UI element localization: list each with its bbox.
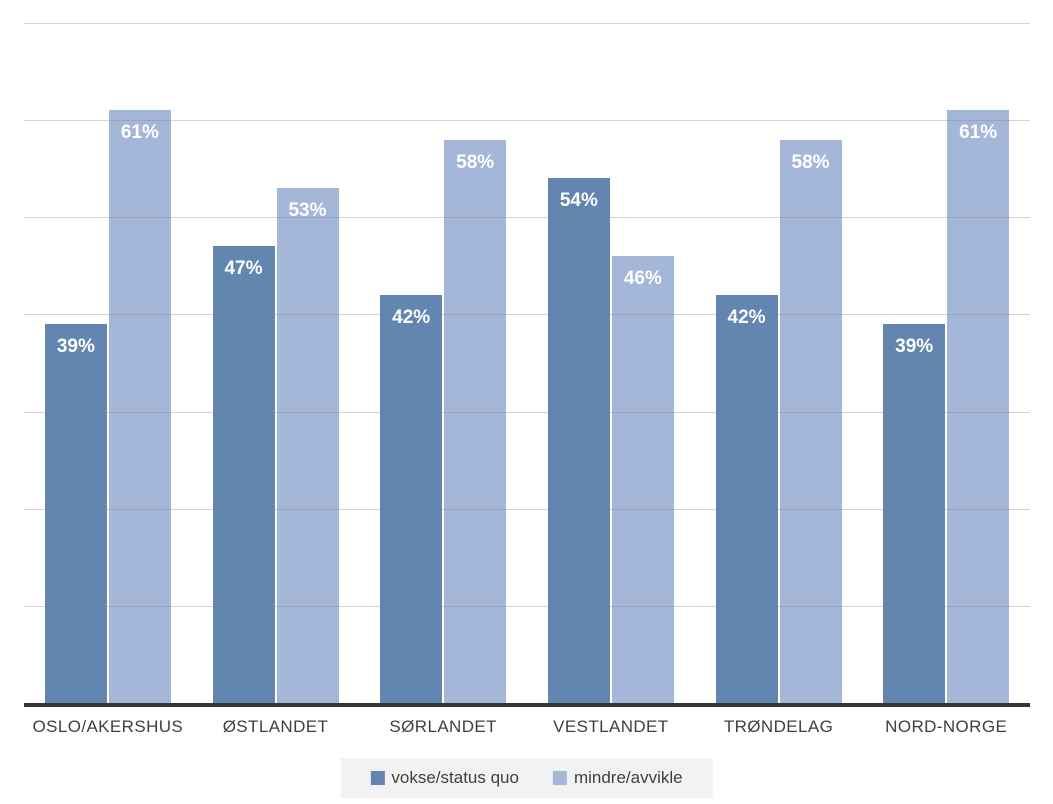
legend-item: vokse/status quo <box>370 768 519 788</box>
bar-series-2: 61% <box>108 110 171 703</box>
bar-series-2: 58% <box>444 139 507 703</box>
bar-series-2: 61% <box>947 110 1010 703</box>
legend-label: vokse/status quo <box>391 768 519 787</box>
x-axis-line <box>24 703 1030 707</box>
category-label: OSLO/AKERSHUS <box>32 717 184 736</box>
legend: vokse/status quo mindre/avvikle <box>340 758 713 798</box>
bar-value-label: 61% <box>120 122 159 144</box>
bar-group: 47% 53% <box>192 23 360 703</box>
bar-value-label: 47% <box>224 258 263 280</box>
bar-series-2: 53% <box>276 188 339 703</box>
bar-value-label: 58% <box>791 151 830 173</box>
legend-swatch-icon <box>552 771 567 785</box>
bar-value-label: 54% <box>559 190 598 212</box>
bar-value-label: 46% <box>623 268 662 290</box>
bar-series-2: 58% <box>779 139 842 703</box>
bar-series-1: 39% <box>883 324 946 703</box>
category-label: NORD-NORGE <box>885 717 1008 736</box>
bar-groups: 39% 61% 47% 53% 42% 58% 54% 46% 42% 58% 39% 61% <box>24 23 1030 703</box>
bar-series-1: 47% <box>212 246 275 703</box>
bar-group: 42% 58% <box>359 23 527 703</box>
bar-value-label: 39% <box>895 336 934 358</box>
x-axis-labels: OSLO/AKERSHUS ØSTLANDET SØRLANDET VESTLANDE… <box>24 714 1030 740</box>
legend-label: mindre/avvikle <box>573 768 683 787</box>
bar-group: 54% 46% <box>527 23 695 703</box>
category-label: VESTLANDET <box>553 717 669 736</box>
bar-series-1: 42% <box>715 295 778 703</box>
bar-series-1: 42% <box>380 295 443 703</box>
legend-swatch-icon <box>370 771 385 785</box>
bar-value-label: 42% <box>727 307 766 328</box>
bar-value-label: 58% <box>456 151 495 173</box>
bar-series-1: 39% <box>44 324 107 703</box>
bar-series-1: 54% <box>547 178 610 703</box>
plot-area: 39% 61% 47% 53% 42% 58% 54% 46% 42% 58% 39% 61% <box>24 23 1030 707</box>
category-label: SØRLANDET <box>389 717 497 736</box>
bar-value-label: 53% <box>288 200 327 222</box>
bar-value-label: 42% <box>392 307 431 328</box>
bar-value-label: 39% <box>56 336 95 358</box>
bar-group: 39% 61% <box>862 23 1030 703</box>
category-label: ØSTLANDET <box>222 717 329 736</box>
bar-group: 42% 58% <box>695 23 863 703</box>
bar-group: 39% 61% <box>24 23 192 703</box>
bar-value-label: 61% <box>959 122 998 144</box>
category-label: TRØNDELAG <box>723 717 834 736</box>
legend-item: mindre/avvikle <box>552 768 683 788</box>
bar-series-2: 46% <box>611 256 674 703</box>
